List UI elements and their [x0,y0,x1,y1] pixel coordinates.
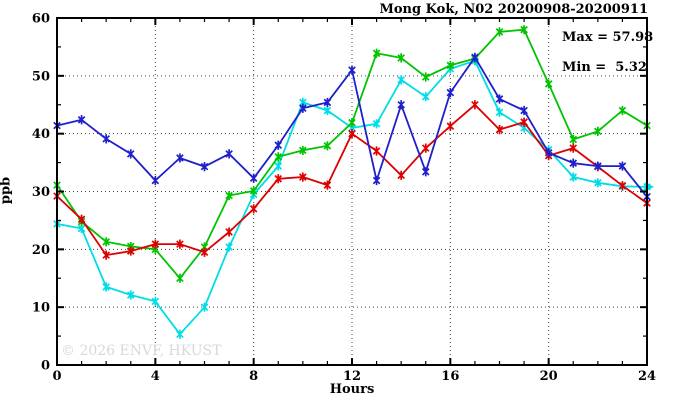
x-tick-label: 12 [343,369,361,384]
x-tick-label: 20 [540,369,558,384]
series-markers-green [53,25,651,283]
y-tick-label: 40 [32,127,50,142]
y-axis-label: ppb [0,176,14,205]
x-tick-labels: 0 4 8 12 16 20 24 [52,369,656,384]
series-blue [53,52,651,202]
chart-title: Mong Kok, N02 20200908-20200911 [379,2,649,17]
series-line-cyan [56,59,648,336]
max-min-annotation: Max = 57.98 Min = 5.32 [562,30,653,75]
x-tick-label: 16 [441,369,459,384]
y-tick-label: 20 [32,243,50,258]
axis-ticks [56,17,648,366]
x-axis-label: Hours [329,382,375,397]
min-value-label: Min = 5.32 [562,60,647,75]
x-tick-label: 8 [249,369,258,384]
x-tick-label: 4 [151,369,160,384]
series-green [53,25,651,283]
y-tick-labels: 0 10 20 30 40 50 60 [32,12,50,374]
y-tick-label: 10 [32,301,50,316]
y-tick-label: 60 [32,12,50,27]
series-cyan [53,56,654,339]
y-tick-label: 50 [32,69,50,84]
x-tick-label: 24 [638,369,656,384]
x-tick-label: 0 [52,369,61,384]
max-value-label: Max = 57.98 [562,30,654,45]
y-tick-label: 0 [41,359,50,374]
watermark: © 2026 ENVF, HKUST [61,343,222,359]
y-tick-label: 30 [32,185,50,200]
